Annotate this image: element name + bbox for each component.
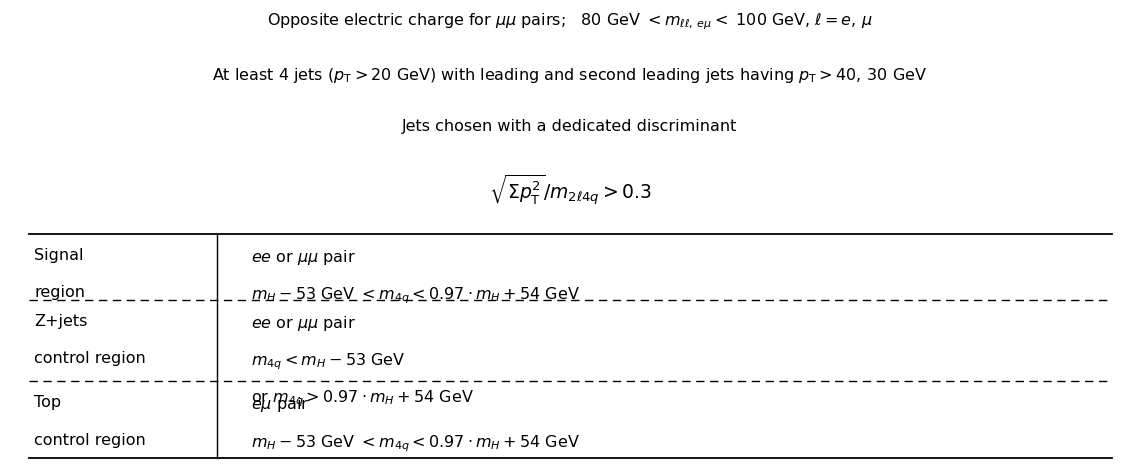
- Text: $ee$ or $\mu\mu$ pair: $ee$ or $\mu\mu$ pair: [251, 314, 356, 333]
- Text: Z+jets: Z+jets: [34, 314, 88, 329]
- Text: $\sqrt{\Sigma p_{\mathrm{T}}^2}/m_{2\ell 4q} > 0.3$: $\sqrt{\Sigma p_{\mathrm{T}}^2}/m_{2\ell…: [489, 173, 651, 208]
- Text: $e\mu$ pair: $e\mu$ pair: [251, 395, 309, 415]
- Text: or $m_{4q} > 0.97 \cdot m_H + 54$ GeV: or $m_{4q} > 0.97 \cdot m_H + 54$ GeV: [251, 388, 474, 409]
- Text: $ee$ or $\mu\mu$ pair: $ee$ or $\mu\mu$ pair: [251, 248, 356, 267]
- Text: control region: control region: [34, 351, 146, 366]
- Text: Signal: Signal: [34, 248, 83, 263]
- Text: $m_{4q} < m_H - 53$ GeV: $m_{4q} < m_H - 53$ GeV: [251, 351, 406, 372]
- Text: $m_H - 53$ GeV $< m_{4q} < 0.97 \cdot m_H + 54$ GeV: $m_H - 53$ GeV $< m_{4q} < 0.97 \cdot m_…: [251, 285, 580, 306]
- Text: region: region: [34, 285, 86, 300]
- Text: $m_H - 53$ GeV $< m_{4q} < 0.97 \cdot m_H + 54$ GeV: $m_H - 53$ GeV $< m_{4q} < 0.97 \cdot m_…: [251, 433, 580, 453]
- Text: Top: Top: [34, 395, 62, 410]
- Text: Jets chosen with a dedicated discriminant: Jets chosen with a dedicated discriminan…: [402, 119, 738, 134]
- Text: control region: control region: [34, 433, 146, 448]
- Text: Opposite electric charge for $\mu\mu$ pairs;   80 GeV $< m_{\ell\ell,\, e\mu} <$: Opposite electric charge for $\mu\mu$ pa…: [267, 12, 873, 32]
- Text: At least 4 jets ($p_{\mathrm{T}} > 20$ GeV) with leading and second leading jets: At least 4 jets ($p_{\mathrm{T}} > 20$ G…: [212, 66, 928, 85]
